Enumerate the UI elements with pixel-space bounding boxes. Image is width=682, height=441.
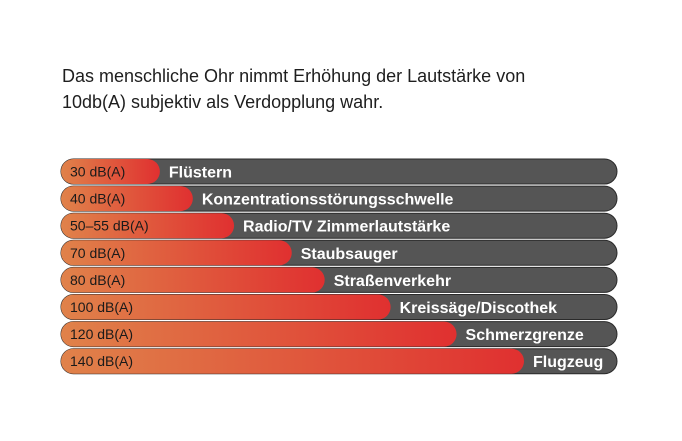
bar-category-label: Konzentrationsstörungsschwelle [202,192,454,209]
bar-category-label: Kreissäge/Discothek [400,300,558,317]
bar-value-label: 50–55 dB(A) [70,218,149,234]
intro-line-2: 10db(A) subjektiv als Verdopplung wahr. [62,92,384,112]
bar-value-label: 140 dB(A) [70,353,133,369]
bar-fill [61,294,391,320]
bars-group: 30 dB(A) Flüstern 40 dB(A) Konzentrationsst… [60,158,618,375]
bar-value-label: 30 dB(A) [70,164,125,180]
intro-text: Das menschliche Ohr nimmt Erhöhung der L… [62,63,622,115]
bar-fill [61,348,524,374]
bar-fill [61,186,193,212]
bar-fill [61,240,292,266]
bar-value-label: 100 dB(A) [70,299,133,315]
bar-fill [61,159,160,184]
intro-line-1: Das menschliche Ohr nimmt Erhöhung der L… [62,66,526,86]
bar-category-label: Schmerzgrenze [466,327,584,344]
bar-value-label: 40 dB(A) [70,191,125,207]
bar-category-label: Flugzeug [533,354,603,371]
bar-fill [61,267,325,293]
bar-fill [61,213,235,239]
bar-value-label: 80 dB(A) [70,272,125,288]
bar-category-label: Radio/TV Zimmerlautstärke [243,219,450,236]
bar-value-label: 70 dB(A) [70,245,125,261]
bar-category-label: Straßenverkehr [334,273,451,290]
bar-category-label: Staubsauger [301,246,398,263]
bar-category-label: Flüstern [169,165,232,182]
bar-fill [61,321,457,347]
bar-value-label: 120 dB(A) [70,326,133,342]
